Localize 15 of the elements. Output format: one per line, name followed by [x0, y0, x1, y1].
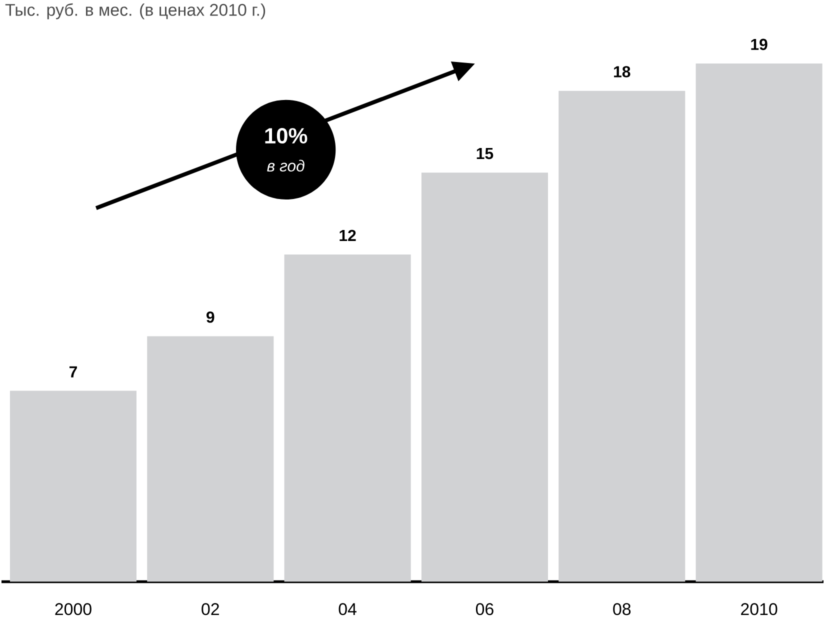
data-label: 7 — [69, 366, 77, 378]
data-label: 18 — [614, 66, 630, 78]
annotation: в год — [267, 160, 304, 172]
data-label: 15 — [476, 148, 494, 159]
x-tick-label: 08 — [613, 602, 631, 615]
annotation: 10% — [265, 128, 308, 144]
data-label: 12 — [340, 230, 356, 241]
chart-title: Тыс. руб. в мес. (в ценах 2010 г.) — [5, 3, 266, 20]
x-tick-label: 02 — [202, 602, 219, 615]
x-tick-label: 2010 — [741, 602, 778, 615]
data-label: 9 — [206, 311, 214, 323]
x-tick-label: 06 — [476, 602, 494, 615]
x-tick-label: 2000 — [55, 602, 92, 615]
data-label: 19 — [751, 38, 768, 50]
x-tick-label: 04 — [338, 602, 356, 615]
